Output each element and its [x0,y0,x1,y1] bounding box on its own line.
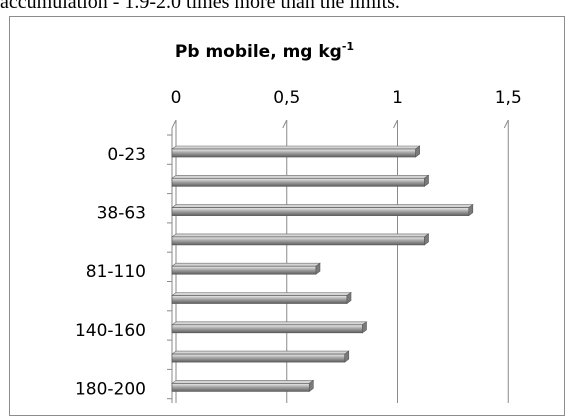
bar-top-7 [171,350,350,355]
x-tick-label-0: 0 [171,88,182,108]
bar-top-2 [171,204,474,208]
bar-6 [171,324,363,334]
bar-top-0 [171,145,421,150]
bar-end-2 [468,204,474,217]
bar-end-5 [346,291,352,305]
bar-end-0 [415,145,420,158]
bar-top-8 [171,380,315,384]
y-tick-label-4: 81-110 [86,262,146,282]
bar-0 [171,148,416,158]
bar-top-5 [171,292,352,296]
gridline-foot-1 [282,119,288,129]
bar-7 [171,353,346,363]
chart-title-text: Pb mobile, mg kg [174,42,342,62]
bar-5 [171,295,348,304]
bar-end-4 [315,262,321,275]
bar-4 [171,265,317,275]
bar-end-3 [424,233,429,246]
chart-title: Pb mobile, mg kg-1 [0,40,565,62]
bar-8 [171,383,310,392]
x-tick-label-1: 0,5 [273,88,300,108]
y-tick-label-2: 38-63 [97,204,146,224]
bar-end-1 [424,174,429,187]
bar-top-3 [171,233,430,238]
bar-top-6 [171,321,368,326]
x-tick-label-3: 1,5 [495,88,522,108]
x-tick-label-2: 1 [392,88,403,108]
y-tick-label-8: 180-200 [75,379,146,399]
bar-1 [171,177,425,187]
bar-end-8 [309,379,314,392]
y-tick-label-0: 0-23 [107,145,146,165]
gridline-foot-0 [171,119,177,129]
bar-top-4 [171,262,321,267]
bar-chart: 0 0,5 1 1,5 0-23 38-63 81-110 140-160 180-200 [75,88,522,403]
bar-end-7 [344,350,350,363]
gridline-foot-3 [503,119,509,129]
bar-top-1 [171,175,430,179]
bar-end-6 [362,321,367,334]
chart-title-unit-superscript: -1 [341,40,355,53]
bar-2 [171,207,470,216]
y-tick-label-6: 140-160 [75,321,146,341]
gridline-foot-2 [393,119,398,129]
caption-text-fragment: accumulation - 1.9-2.0 times more than t… [0,0,400,11]
bar-3 [171,236,425,246]
